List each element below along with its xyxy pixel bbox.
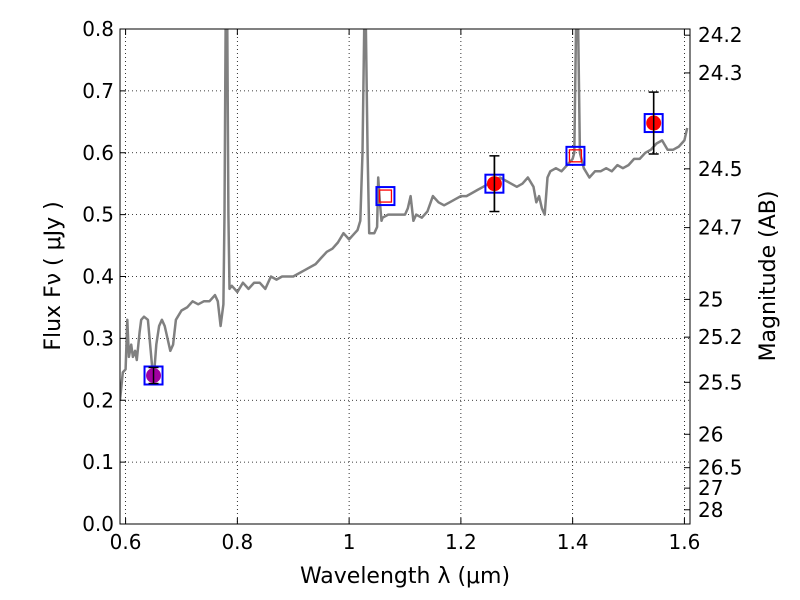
- y2-tick-label: 28: [698, 498, 723, 522]
- photometry-square-marker: [375, 186, 396, 207]
- tick-marks: [120, 28, 690, 525]
- model-square-marker: [378, 189, 393, 203]
- x-tick-label: 0.6: [110, 530, 142, 554]
- photometry-square-marker: [143, 365, 164, 386]
- y-tick-labels: 0.0 0.1 0.2 0.3 0.4 0.5 0.6 0.7 0.8: [82, 17, 114, 536]
- y-tick-label: 0.6: [82, 141, 114, 165]
- spectrum-line: [120, 29, 689, 401]
- grid-lines: [120, 28, 690, 525]
- y2-tick-label: 26.5: [698, 456, 743, 480]
- series-layer: [120, 29, 689, 401]
- x-tick-label: 1.2: [445, 530, 477, 554]
- y2-tick-label: 24.7: [698, 216, 743, 240]
- x-tick-labels: 0.6 0.8 1 1.2 1.4 1.6: [110, 530, 701, 554]
- y-tick-label: 0.0: [82, 512, 114, 536]
- x-tick-label: 0.8: [221, 530, 253, 554]
- y2-tick-label: 27: [698, 476, 723, 500]
- y-tick-label: 0.8: [82, 17, 114, 41]
- model-square-marker: [568, 149, 583, 163]
- y-tick-label: 0.7: [82, 79, 114, 103]
- x-tick-label: 1: [343, 530, 356, 554]
- y2-tick-label: 26: [698, 422, 723, 446]
- y2-tick-label: 25: [698, 287, 723, 311]
- markers-layer: [143, 91, 664, 386]
- y-tick-label: 0.3: [82, 326, 114, 350]
- y-axis-label: Flux Fν ( μJy ): [41, 201, 66, 350]
- y-tick-label: 0.4: [82, 265, 114, 289]
- y2-tick-label: 25.5: [698, 370, 743, 394]
- y2-tick-label: 24.5: [698, 157, 743, 181]
- y-tick-label: 0.1: [82, 450, 114, 474]
- x-tick-label: 1.6: [669, 530, 701, 554]
- y2-tick-label: 24.3: [698, 61, 743, 85]
- y-tick-label: 0.5: [82, 203, 114, 227]
- y2-tick-label: 24.2: [698, 23, 743, 47]
- photometry-square-marker: [565, 145, 586, 166]
- y2-tick-label: 25.2: [698, 325, 743, 349]
- y-tick-label: 0.2: [82, 388, 114, 412]
- x-tick-label: 1.4: [557, 530, 589, 554]
- x-axis-label: Wavelength λ (μm): [300, 564, 510, 589]
- y2-axis-label: Magnitude (AB): [756, 191, 781, 362]
